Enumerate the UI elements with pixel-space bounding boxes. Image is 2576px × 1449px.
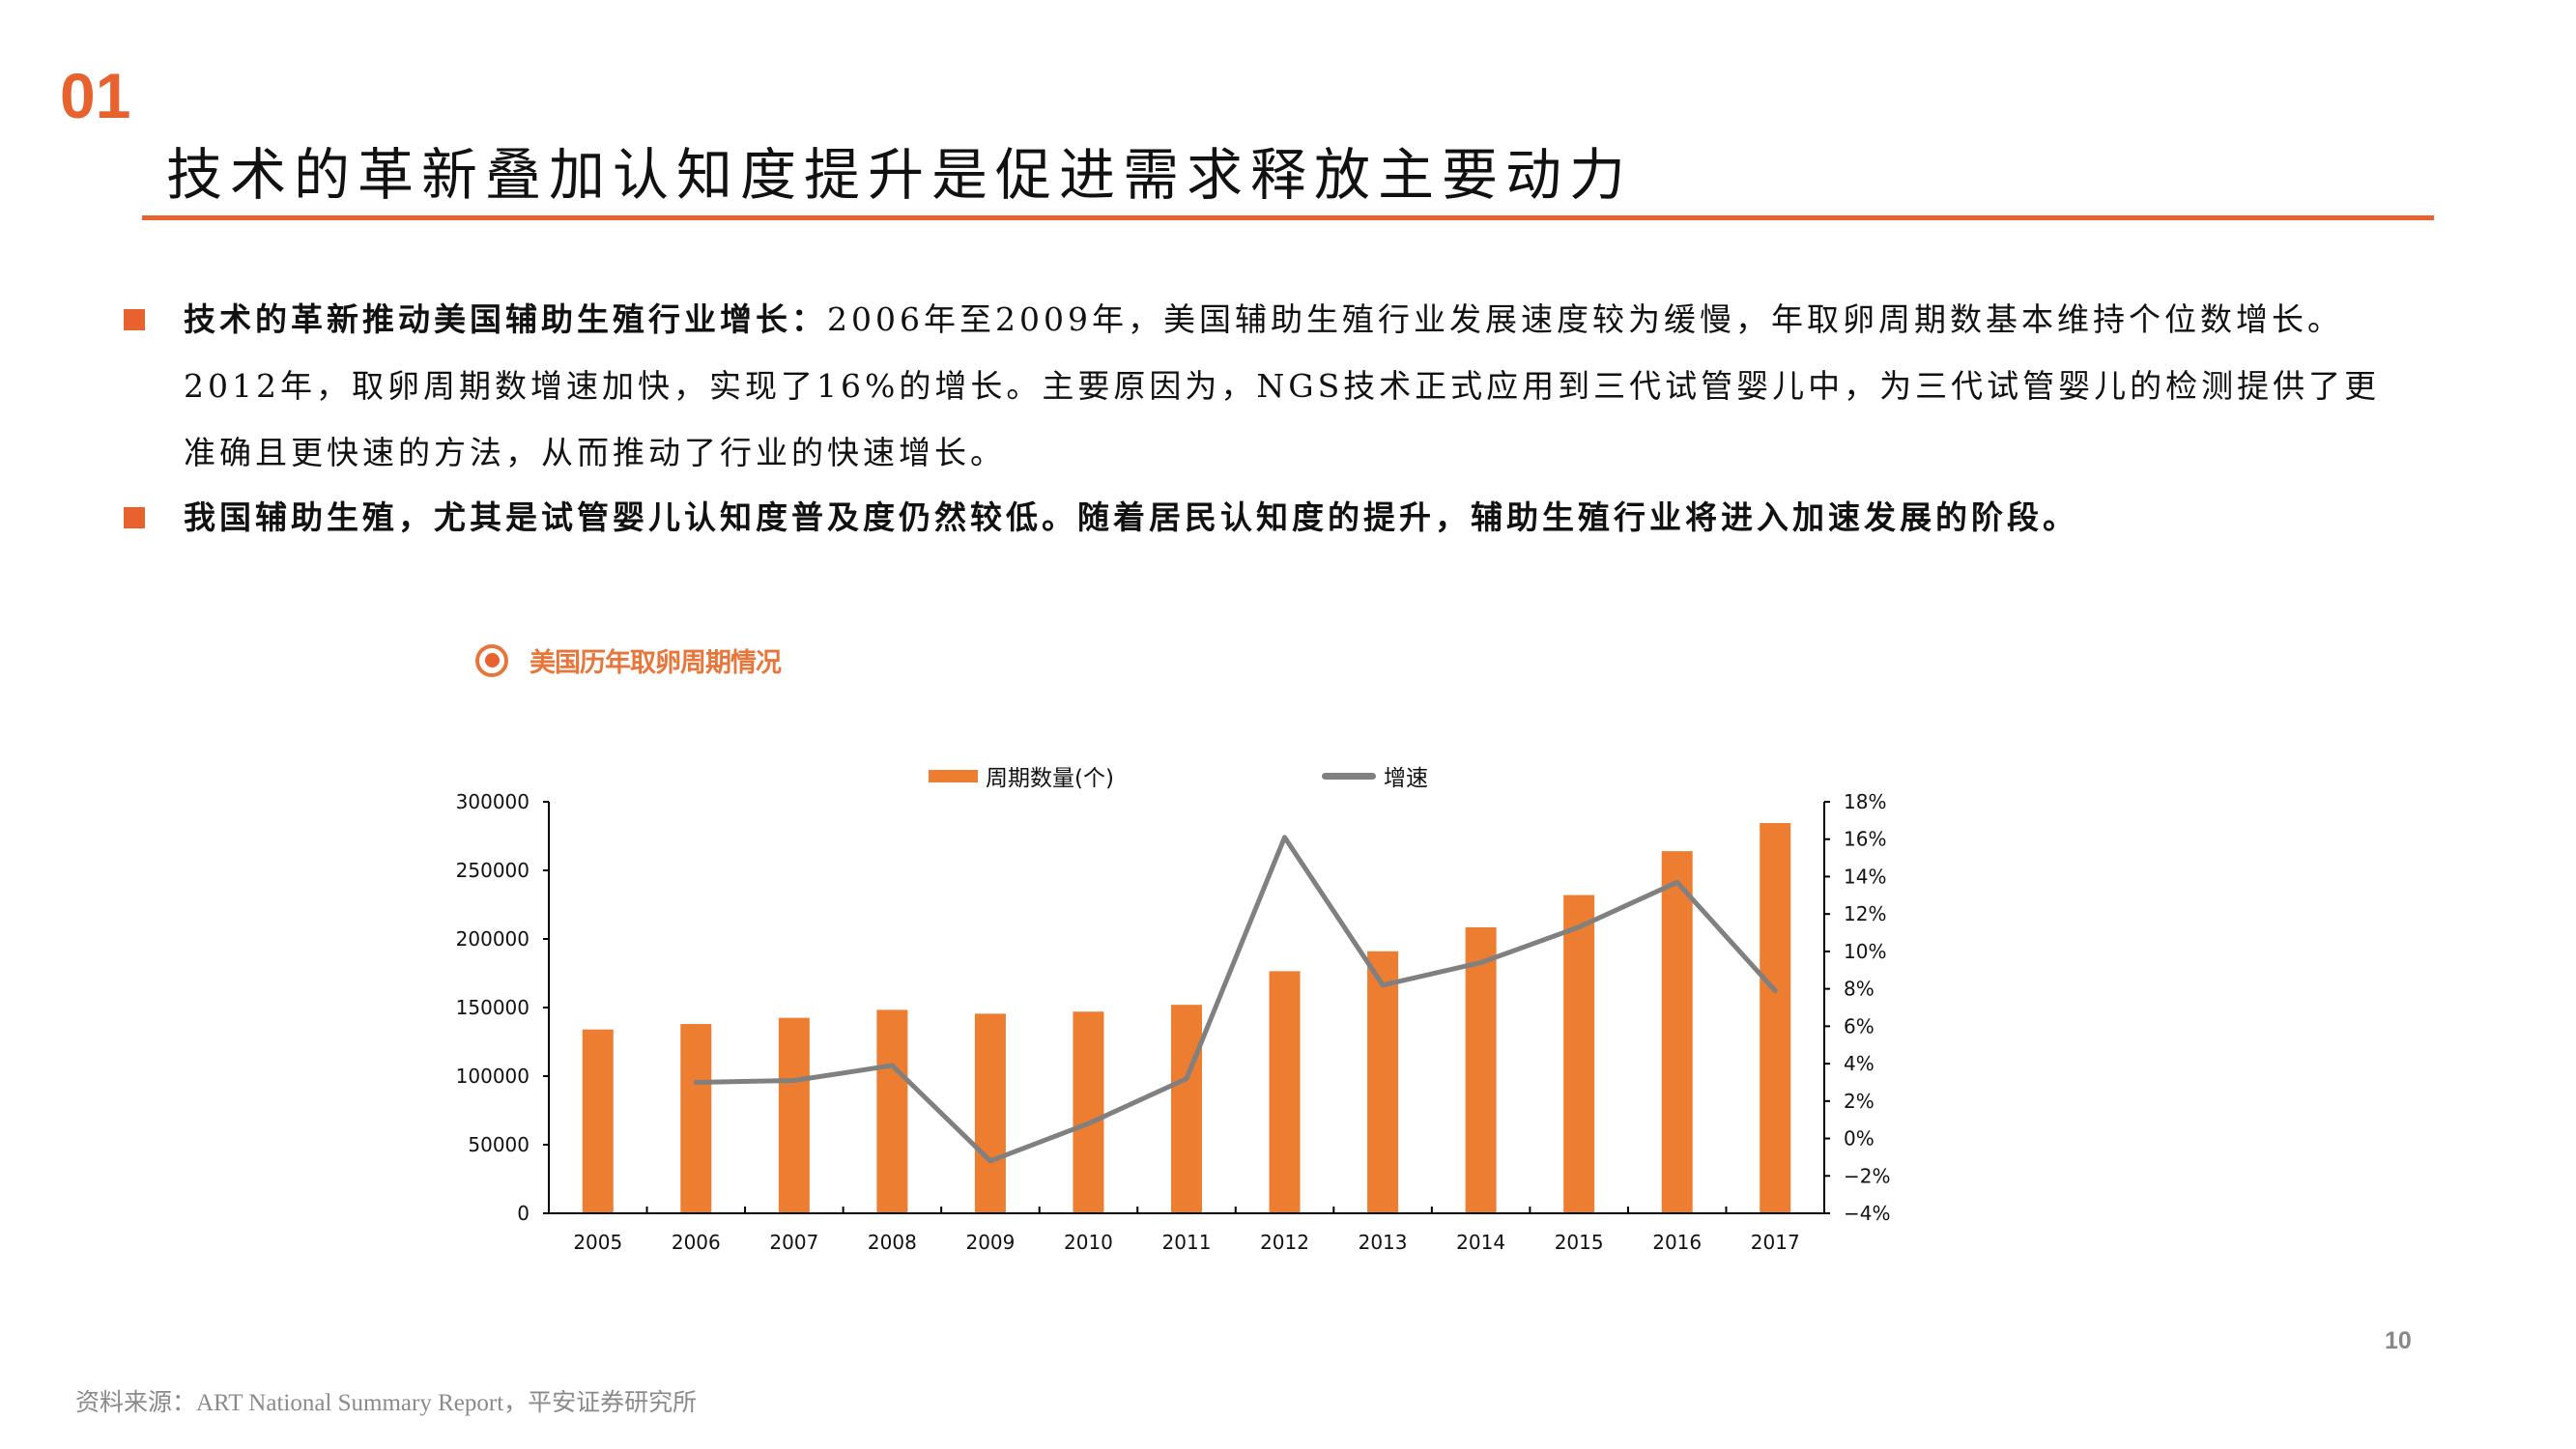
y-left-tick-label: 250000 [456,859,530,882]
x-tick-label: 2012 [1260,1231,1309,1254]
bar-2009 [974,1013,1006,1213]
legend-item-line: 增速 [1322,759,1428,792]
bar-2015 [1563,895,1595,1213]
legend-item-bars: 周期数量(个) [929,759,1114,792]
legend-label: 周期数量(个) [986,766,1114,791]
bar-2007 [778,1017,810,1213]
bar-2014 [1465,926,1497,1213]
x-tick-label: 2014 [1456,1231,1505,1254]
section-number: 01 [60,60,131,131]
x-tick-label: 2005 [573,1231,622,1254]
x-tick-label: 2013 [1359,1231,1408,1254]
y-right-tick-label: 8% [1844,978,1875,1001]
y-right-tick-label: 0% [1844,1127,1875,1151]
bullet-1-line-3: 准确且更快速的方法，从而推动了行业的快速增长。 [184,434,1006,471]
bullet-1-line-1: 技术的革新推动美国辅助生殖行业增长：2006年至2009年，美国辅助生殖行业发展… [184,300,2343,339]
x-tick-label: 2007 [769,1231,818,1254]
y-right-tick-label: 6% [1844,1014,1875,1037]
page-title: 技术的革新叠加认知度提升是促进需求释放主要动力 [166,142,1634,208]
y-right-tick-label: 12% [1844,902,1886,925]
bar-2011 [1171,1005,1202,1213]
y-right-tick-label: −2% [1844,1164,1891,1187]
bar-2017 [1760,823,1791,1213]
bullet-square-icon [124,507,145,528]
legend-line-swatch-icon [1322,772,1376,780]
x-tick-label: 2006 [672,1231,721,1254]
bar-2013 [1367,951,1399,1213]
chart-title: 美国历年取卵周期情况 [530,648,782,678]
y-right-tick-label: 2% [1844,1090,1875,1113]
y-left-tick-label: 200000 [456,927,530,951]
bar-2012 [1269,971,1301,1213]
chart-header: 美国历年取卵周期情况 [475,641,782,679]
x-tick-label: 2010 [1064,1231,1113,1254]
y-right-tick-label: 14% [1844,865,1886,888]
y-right-tick-label: −4% [1844,1202,1891,1225]
bar-2008 [876,1009,908,1213]
y-left-tick-label: 50000 [468,1133,530,1156]
x-tick-label: 2009 [965,1231,1015,1254]
x-tick-label: 2011 [1162,1231,1212,1254]
y-right-tick-label: 16% [1844,828,1886,851]
y-right-tick-label: 4% [1844,1052,1875,1075]
bullet-1-text-1: 2006年至2009年，美国辅助生殖行业发展速度较为缓慢，年取卵周期数基本维持个… [827,300,2343,338]
source-note: 资料来源：ART National Summary Report，平安证券研究所 [75,1390,698,1416]
growth-rate-line [693,835,1778,1164]
bar-2016 [1661,851,1693,1213]
page-number: 10 [2385,1327,2412,1354]
bar-2010 [1073,1011,1104,1213]
legend-bar-swatch-icon [929,769,978,782]
x-tick-label: 2015 [1555,1231,1604,1254]
y-left-tick-label: 100000 [456,1065,530,1088]
bullet-2-text: 我国辅助生殖，尤其是试管婴儿认知度普及度仍然较低。随着居民认知度的提升，辅助生殖… [184,498,2078,536]
bar-2006 [680,1024,712,1213]
y-left-tick-label: 300000 [456,790,530,813]
bullet-square-icon [124,309,145,330]
x-tick-label: 2008 [868,1231,917,1254]
y-left-tick-label: 0 [517,1202,530,1225]
bar-2005 [582,1029,614,1213]
y-right-tick-label: 10% [1844,940,1886,963]
x-tick-label: 2017 [1751,1231,1800,1254]
bullet-1-lead: 技术的革新推动美国辅助生殖行业增长： [184,300,827,338]
bullet-1-line-2: 2012年，取卵周期数增速加快，实现了16%的增长。主要原因为，NGS技术正式应… [184,367,2381,405]
legend-label: 增速 [1384,766,1428,791]
y-right-tick-label: 18% [1844,790,1886,813]
y-left-tick-label: 150000 [456,996,530,1019]
target-circle-icon [475,643,508,677]
x-tick-label: 2016 [1652,1231,1702,1254]
title-divider [142,215,2434,220]
